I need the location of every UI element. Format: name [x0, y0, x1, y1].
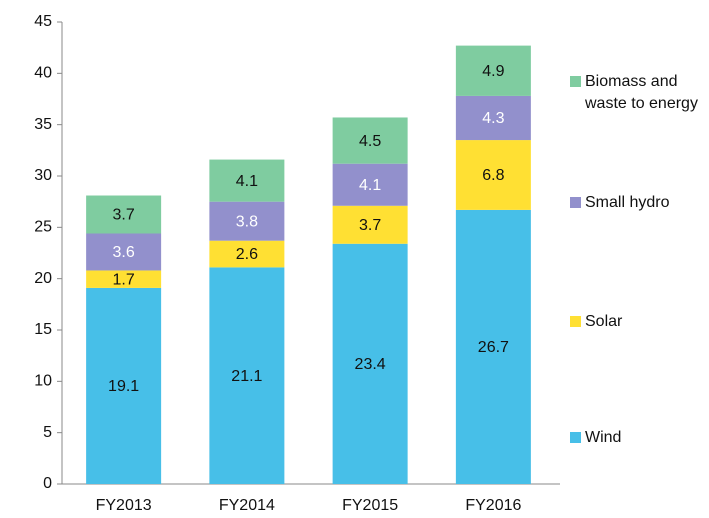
- legend-label: Wind: [585, 429, 622, 446]
- bar-segment: [209, 240, 285, 268]
- bar-segment: [86, 287, 162, 484]
- x-tick-label: FY2013: [96, 497, 152, 514]
- data-label: 3.7: [359, 217, 381, 234]
- bar-segment: [332, 243, 408, 484]
- bar-segment: [332, 163, 408, 206]
- y-tick-label: 5: [43, 424, 52, 441]
- y-tick-label: 45: [34, 13, 52, 30]
- y-tick-label: 20: [34, 270, 52, 287]
- legend-item: Biomass and waste to energy: [570, 71, 705, 115]
- data-label: 1.7: [113, 271, 135, 288]
- bar-segment: [332, 117, 408, 164]
- legend-label: Biomass and waste to energy: [585, 73, 698, 112]
- data-label: 26.7: [478, 339, 509, 356]
- x-tick-label: FY2016: [465, 497, 521, 514]
- data-label: 2.6: [236, 246, 258, 263]
- bar-segment: [332, 205, 408, 244]
- legend-label: Small hydro: [585, 194, 670, 211]
- x-tick-label: FY2014: [219, 497, 275, 514]
- data-label: 3.7: [113, 207, 135, 224]
- bar-segment: [86, 233, 162, 271]
- y-tick-label: 30: [34, 167, 52, 184]
- y-tick-label: 0: [43, 475, 52, 492]
- data-label: 4.1: [236, 173, 258, 190]
- y-tick-label: 25: [34, 219, 52, 236]
- data-label: 21.1: [231, 368, 262, 385]
- bar-segment: [209, 201, 285, 241]
- bar-segment: [86, 270, 162, 288]
- legend-item: Solar: [570, 311, 705, 333]
- y-tick-label: 40: [34, 65, 52, 82]
- legend-swatch: [570, 432, 581, 443]
- data-label: 4.5: [359, 133, 381, 150]
- legend-label: Solar: [585, 313, 623, 330]
- legend-item: Wind: [570, 427, 705, 449]
- legend-swatch: [570, 197, 581, 208]
- bar-segment: [209, 159, 285, 202]
- data-label: 3.8: [236, 213, 258, 230]
- bar-segment: [455, 209, 531, 484]
- bar-segment: [209, 267, 285, 484]
- y-tick-label: 35: [34, 116, 52, 133]
- bar-segment: [455, 140, 531, 210]
- bar-segment: [455, 45, 531, 96]
- x-tick-label: FY2015: [342, 497, 398, 514]
- data-label: 4.1: [359, 177, 381, 194]
- data-label: 4.3: [482, 110, 504, 127]
- bar-segment: [86, 195, 162, 234]
- bar-segment: [455, 95, 531, 141]
- y-tick-label: 15: [34, 321, 52, 338]
- legend-swatch: [570, 76, 581, 87]
- y-tick-label: 10: [34, 373, 52, 390]
- data-label: 23.4: [355, 356, 386, 373]
- data-label: 19.1: [108, 378, 139, 395]
- data-label: 3.6: [113, 244, 135, 261]
- legend-swatch: [570, 316, 581, 327]
- data-label: 4.9: [482, 63, 504, 80]
- legend-item: Small hydro: [570, 192, 705, 214]
- data-label: 6.8: [482, 167, 504, 184]
